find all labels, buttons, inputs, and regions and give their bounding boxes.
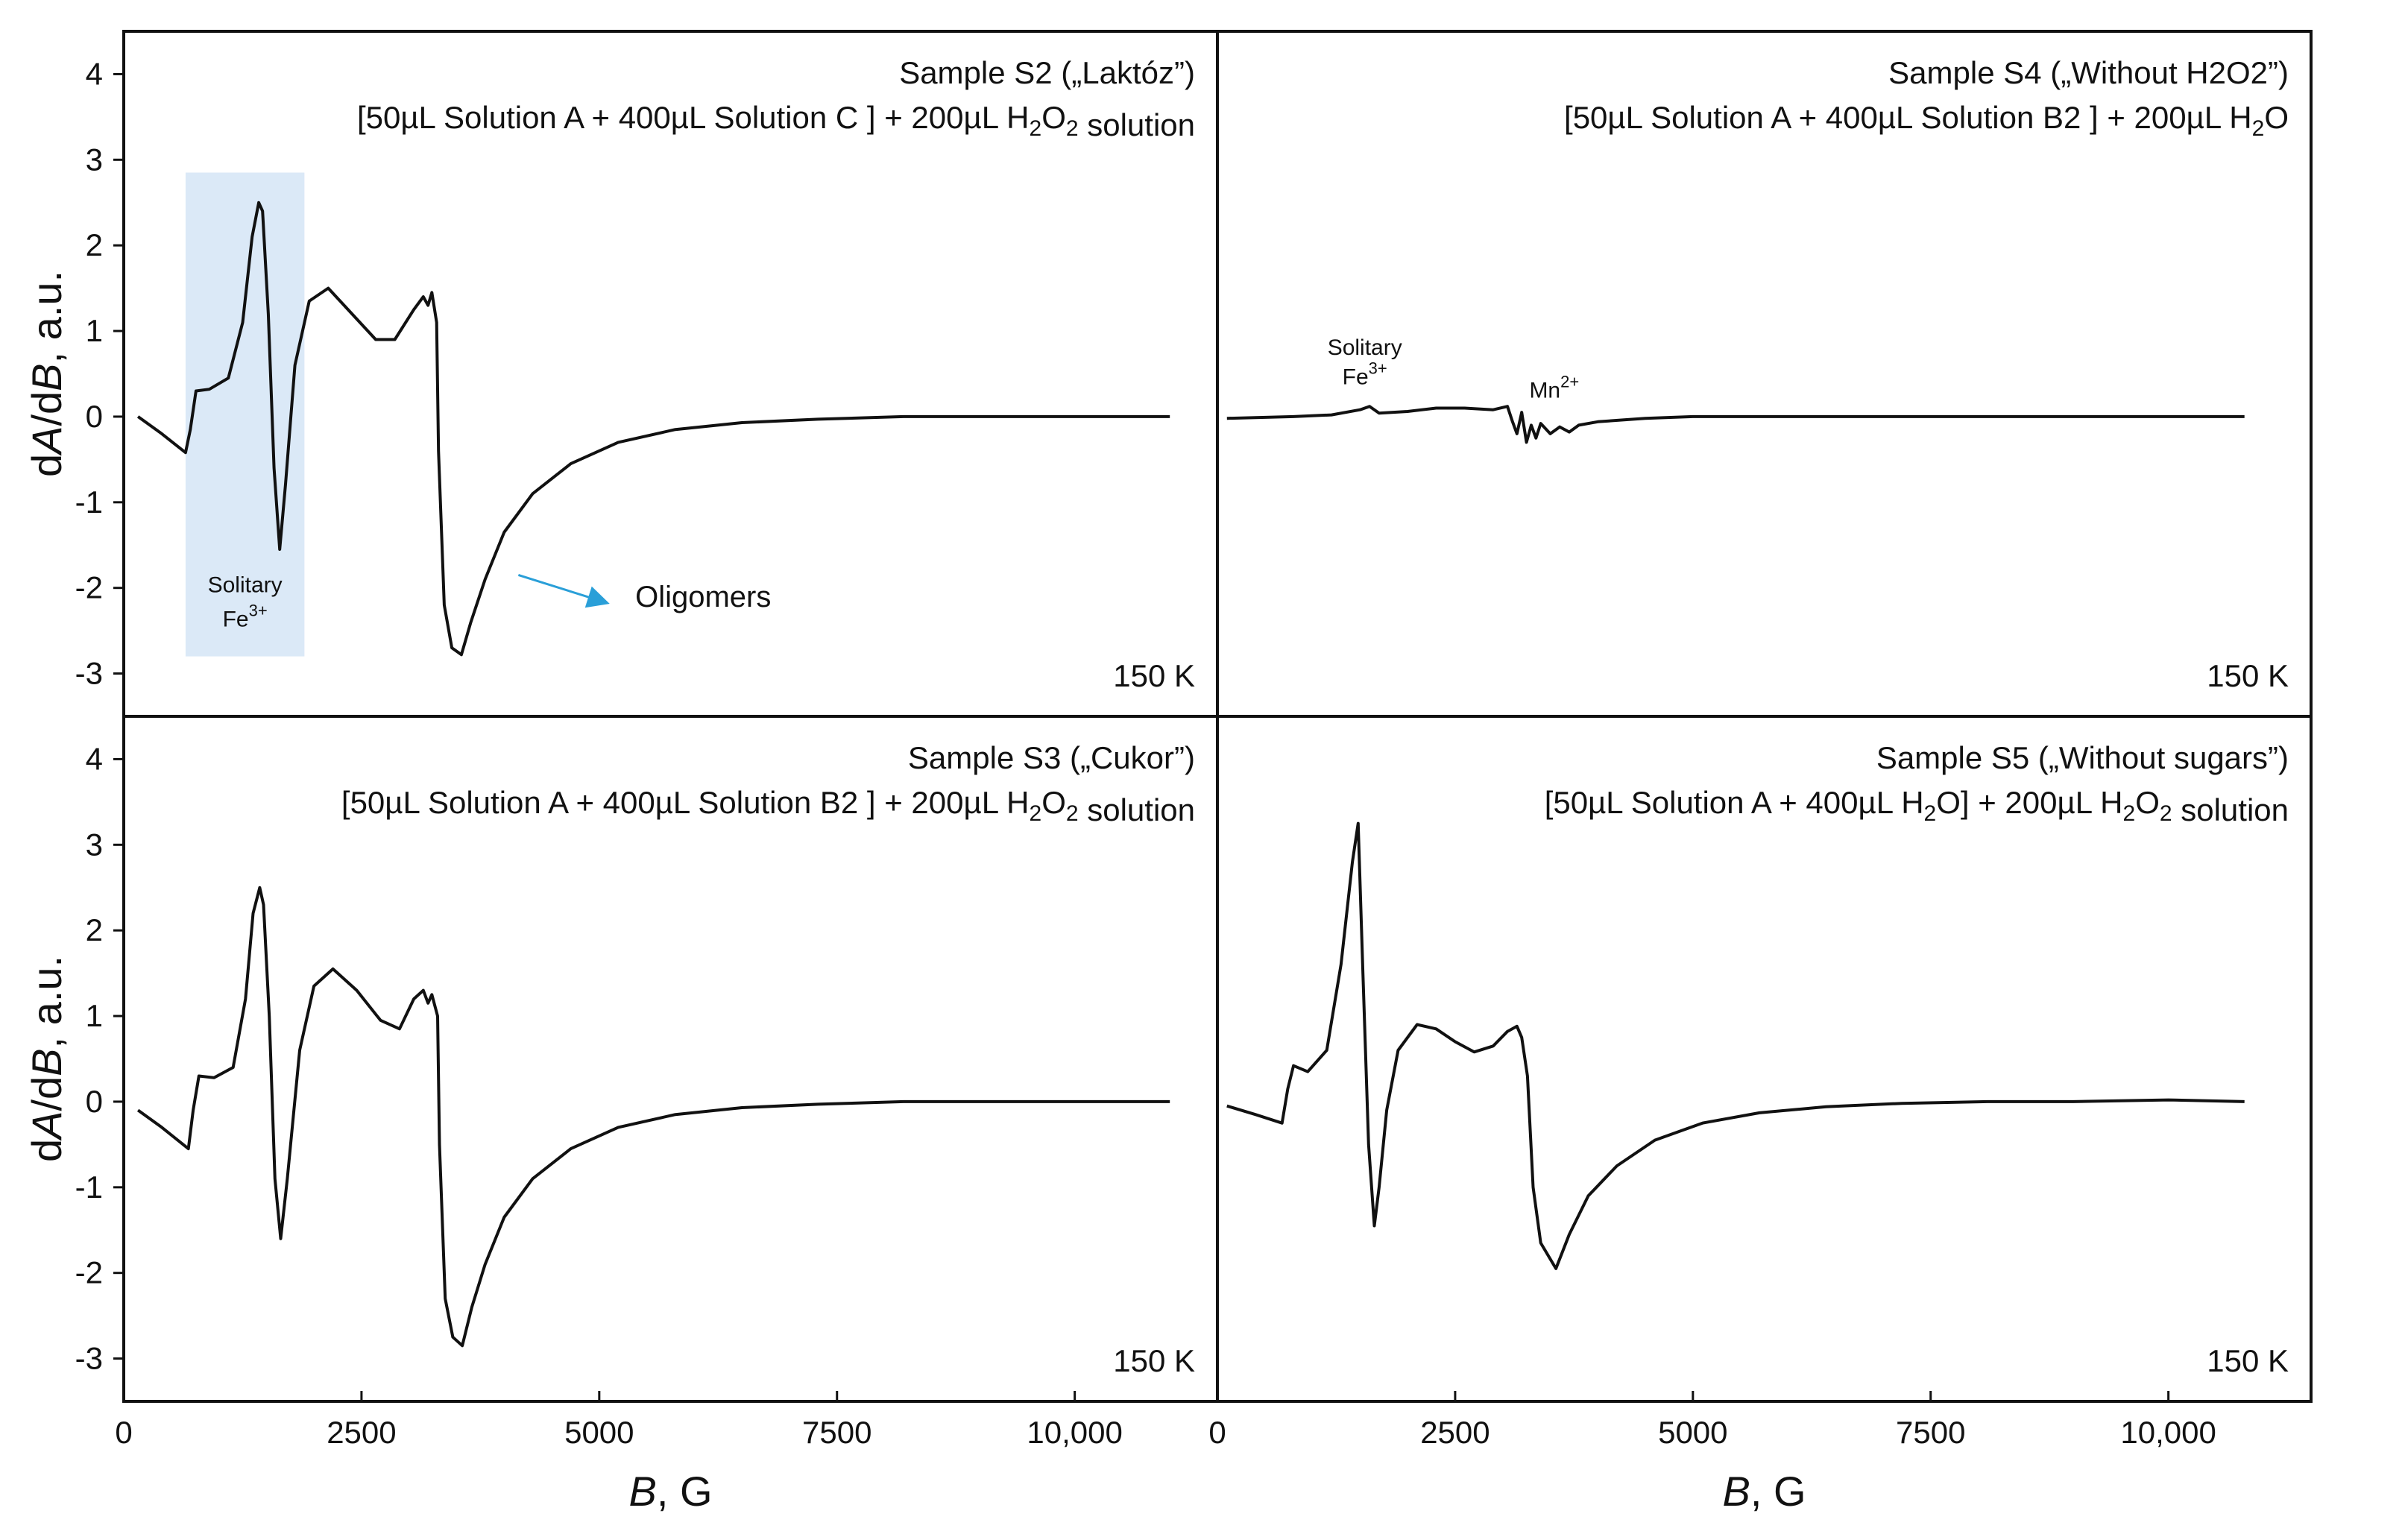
panel-title: Sample S2 („Laktóz”) xyxy=(899,55,1195,90)
x-tick-label: 2500 xyxy=(1420,1415,1490,1450)
text-layer: 4 3 2 1 0 -1 -2 -3 dA/dB, a.u. 4 3 2 1 0 -1 -2 -3 dA/dB, … xyxy=(23,55,2289,1515)
temperature-label: 150 K xyxy=(1113,1343,1195,1378)
annotation-line2: Fe3+ xyxy=(1343,359,1387,389)
x-tick-label: 10,000 xyxy=(1027,1415,1122,1450)
trace-S4 xyxy=(1226,405,2245,444)
solitary-fe-highlight xyxy=(185,172,305,657)
highlight-label-line1: Solitary xyxy=(208,572,283,597)
oligomers-arrow xyxy=(517,574,610,608)
y-tick-label: 1 xyxy=(86,998,103,1033)
temperature-label: 150 K xyxy=(2207,1343,2289,1378)
y-tick-label: 2 xyxy=(86,912,103,947)
panel-formula: [50µL Solution A + 400µL Solution C ] + … xyxy=(357,100,1195,142)
x-tick-label: 0 xyxy=(1208,1415,1226,1450)
trace-S2 xyxy=(136,201,1170,657)
x-tick-label: 5000 xyxy=(564,1415,634,1450)
y-tick-label: -1 xyxy=(75,1170,103,1205)
temperature-label: 150 K xyxy=(1113,658,1195,693)
temperature-label: 150 K xyxy=(2207,658,2289,693)
x-axis-label: B, G xyxy=(1722,1468,1806,1515)
highlight-layer xyxy=(185,172,305,657)
ticks-layer xyxy=(113,72,2170,1401)
y-tick-label: 0 xyxy=(86,1084,103,1119)
y-tick-label: -3 xyxy=(75,1341,103,1376)
panel-title: Sample S5 („Without sugars”) xyxy=(1876,740,2289,775)
y-tick-label: -3 xyxy=(75,656,103,691)
y-axis-label: dA/dB, a.u. xyxy=(23,271,70,477)
frame-layer xyxy=(122,30,2313,1403)
y-axis-label: dA/dB, a.u. xyxy=(23,956,70,1162)
traces-layer xyxy=(136,201,2245,1348)
highlight-label-line2: Fe3+ xyxy=(223,601,268,631)
y-tick-label: 1 xyxy=(86,313,103,348)
y-tick-label: -2 xyxy=(75,570,103,605)
y-tick-label: 4 xyxy=(86,56,103,91)
x-tick-label: 0 xyxy=(115,1415,132,1450)
y-tick-label: -1 xyxy=(75,485,103,520)
y-tick-label: 3 xyxy=(86,142,103,177)
panel-formula: [50µL Solution A + 400µL Solution B2 ] +… xyxy=(341,785,1195,827)
y-tick-label: 4 xyxy=(86,741,103,776)
trace-S3 xyxy=(136,886,1170,1348)
x-tick-label: 5000 xyxy=(1658,1415,1727,1450)
x-tick-label: 7500 xyxy=(1896,1415,1965,1450)
x-tick-label: 2500 xyxy=(327,1415,396,1450)
y-tick-label: -2 xyxy=(75,1255,103,1290)
y-tick-label: 3 xyxy=(86,827,103,862)
x-tick-label: 7500 xyxy=(802,1415,871,1450)
y-tick-label: 2 xyxy=(86,227,103,262)
panel-formula: [50µL Solution A + 400µL H2O] + 200µL H2… xyxy=(1545,785,2289,827)
x-tick-label: 10,000 xyxy=(2120,1415,2216,1450)
annotation-line1: Solitary xyxy=(1328,335,1402,360)
y-tick-label: 0 xyxy=(86,399,103,434)
trace-S5 xyxy=(1226,821,2245,1270)
panel-title: Sample S4 („Without H2O2”) xyxy=(1888,55,2289,90)
x-axis-label: B, G xyxy=(628,1468,712,1515)
panel-title: Sample S3 („Cukor”) xyxy=(908,740,1195,775)
annotation-line1: Mn2+ xyxy=(1529,373,1579,403)
oligomers-label: Oligomers xyxy=(635,581,771,613)
panel-formula: [50µL Solution A + 400µL Solution B2 ] +… xyxy=(1564,100,2289,141)
